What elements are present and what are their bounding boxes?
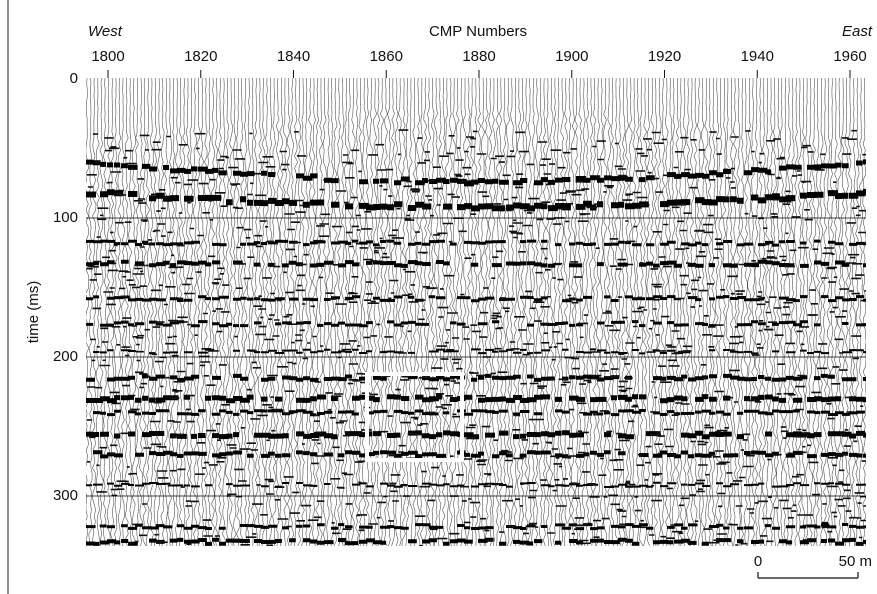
reflector [93, 409, 865, 417]
axes: 1800 1820 1840 1860 1880 1900 1920 1940 1960 0 100… [53, 48, 867, 504]
highlight-box [365, 372, 464, 462]
y-tick-label: 200 [53, 348, 78, 365]
x-tick-label: 1860 [370, 48, 403, 65]
reflector [86, 523, 866, 531]
reflector [86, 295, 866, 303]
reflector [86, 188, 866, 212]
x-tick-label: 1880 [462, 48, 495, 65]
reflector [86, 394, 866, 404]
right-label: East [842, 23, 873, 40]
reflector [86, 159, 866, 187]
y-tick-label: 300 [53, 487, 78, 504]
x-axis-title: CMP Numbers [429, 23, 527, 40]
y-tick-label: 0 [70, 70, 78, 87]
x-tick-label: 1800 [91, 48, 124, 65]
y-axis-title: time (ms) [25, 281, 42, 344]
scale-bar: 0 50 m [754, 553, 872, 579]
seismic-section [86, 78, 866, 546]
y-tick-label: 100 [53, 209, 78, 226]
reflector [86, 320, 866, 328]
left-label: West [88, 23, 123, 40]
scale-end: 50 m [839, 553, 872, 570]
x-tick-label: 1920 [648, 48, 681, 65]
reflector [86, 481, 866, 488]
noise [86, 129, 866, 546]
reflector [93, 450, 866, 459]
x-tick-label: 1900 [555, 48, 588, 65]
scale-start: 0 [754, 553, 762, 570]
x-tick-label: 1820 [184, 48, 217, 65]
x-tick-label: 1940 [741, 48, 774, 65]
x-tick-label: 1840 [277, 48, 310, 65]
x-tick-label: 1960 [833, 48, 866, 65]
